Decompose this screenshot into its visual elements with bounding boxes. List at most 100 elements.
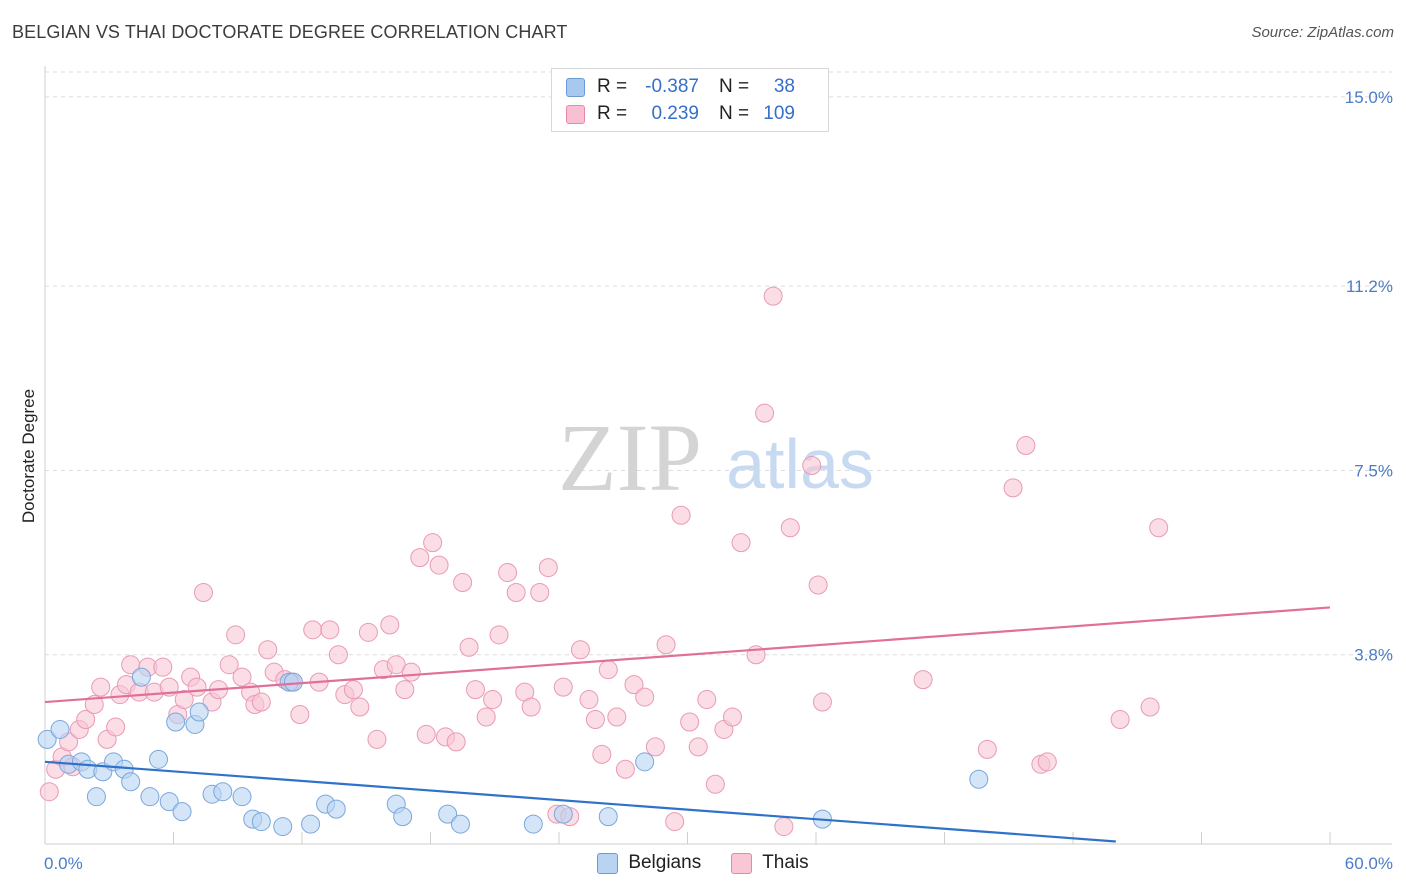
- thai-point: [476, 707, 496, 727]
- thai-point: [290, 705, 310, 725]
- watermark-zip: ZIP: [558, 404, 702, 511]
- thai-point: [1110, 709, 1130, 729]
- legend-r-label: R =: [597, 103, 628, 124]
- thai-point: [579, 690, 599, 710]
- thai-point: [553, 677, 573, 697]
- thai-point: [258, 640, 278, 660]
- thai-point: [446, 732, 466, 752]
- bottom-legend-swatch-belgians: [597, 852, 619, 874]
- belgian-point: [50, 719, 70, 739]
- belgian-point: [166, 712, 186, 732]
- thai-point: [1140, 697, 1160, 717]
- belgian-point: [326, 799, 346, 819]
- thai-point: [635, 687, 655, 707]
- legend-r-value: -0.387: [645, 76, 699, 97]
- thai-point: [187, 677, 207, 697]
- y-tick-label: 15.0%: [1345, 88, 1393, 107]
- thai-point: [585, 709, 605, 729]
- thai-point: [489, 625, 509, 645]
- thai-point: [84, 695, 104, 715]
- thai-point: [39, 782, 59, 802]
- thai-point: [153, 657, 173, 677]
- thai-point: [598, 660, 618, 680]
- thai-point: [688, 737, 708, 757]
- belgian-point: [213, 782, 233, 802]
- belgian-point: [86, 787, 106, 807]
- legend-n-value: 38: [773, 76, 795, 97]
- bottom-legend-belgians: Belgians: [597, 852, 701, 874]
- thai-point: [226, 625, 246, 645]
- thai-point: [592, 744, 612, 764]
- thai-point: [76, 709, 96, 729]
- belgian-point: [283, 672, 303, 692]
- thai-point: [453, 573, 473, 593]
- y-axis-label: Doctorate Degree: [19, 389, 38, 523]
- belgian-point: [273, 817, 293, 837]
- thai-point: [174, 690, 194, 710]
- thai-point: [774, 817, 794, 837]
- thai-point: [328, 645, 348, 665]
- belgian-point: [131, 667, 151, 687]
- thai-point: [680, 712, 700, 732]
- legend-swatch-belgians: [566, 77, 585, 97]
- thai-point: [763, 286, 783, 306]
- thai-point: [193, 582, 213, 602]
- axes: [44, 66, 1392, 845]
- bottom-legend: Belgians Thais: [0, 852, 1406, 874]
- thai-point: [705, 774, 725, 794]
- bottom-legend-label-thais: Thais: [762, 852, 809, 873]
- belgian-point: [232, 787, 252, 807]
- thai-point: [521, 697, 541, 717]
- thai-point: [1003, 478, 1023, 498]
- y-tick-label: 7.5%: [1354, 461, 1393, 480]
- thai-point: [251, 692, 271, 712]
- thai-point: [755, 403, 775, 423]
- thai-point: [1037, 752, 1057, 772]
- thai-point: [343, 680, 363, 700]
- belgian-point: [393, 807, 413, 827]
- thai-point: [656, 635, 676, 655]
- thai-point: [91, 677, 111, 697]
- tick-labels: 3.8% 7.5% 11.2% 15.0% 0.0% 60.0%: [44, 88, 1393, 873]
- watermark-atlas: atlas: [726, 425, 874, 503]
- belgian-point: [121, 772, 141, 792]
- thai-point: [465, 680, 485, 700]
- grid-lines: [45, 71, 1392, 656]
- chart-source: Source: ZipAtlas.com: [1251, 24, 1394, 41]
- legend-r-label: R =: [597, 76, 628, 97]
- legend: R = -0.387 N = 38 R = 0.239 N = 109: [551, 68, 829, 132]
- belgian-point: [450, 814, 470, 834]
- thai-point: [106, 717, 126, 737]
- thai-point: [303, 620, 323, 640]
- belgian-point: [598, 807, 618, 827]
- bottom-legend-label-belgians: Belgians: [628, 852, 702, 873]
- thai-point: [722, 707, 742, 727]
- belgian-point: [635, 752, 655, 772]
- thai-point: [380, 615, 400, 635]
- thai-point: [320, 620, 340, 640]
- thai-point: [506, 582, 526, 602]
- legend-n-label: N =: [719, 103, 750, 124]
- thai-point: [219, 655, 239, 675]
- thai-point: [358, 622, 378, 642]
- thai-point: [538, 558, 558, 578]
- thai-point: [386, 655, 406, 675]
- belgian-point: [969, 769, 989, 789]
- thai-point: [624, 675, 644, 695]
- thai-point: [459, 637, 479, 657]
- legend-row-thais: R = 0.239 N = 109: [566, 101, 795, 127]
- belgian-point: [523, 814, 543, 834]
- series-belgians: [37, 667, 989, 837]
- series-thais: [39, 286, 1169, 837]
- y-tick-label: 3.8%: [1354, 646, 1393, 665]
- thai-point: [498, 563, 518, 583]
- bottom-legend-thais: Thais: [731, 852, 809, 874]
- legend-n-label: N =: [719, 76, 750, 97]
- bottom-legend-swatch-thais: [731, 852, 753, 874]
- thai-point: [423, 533, 443, 553]
- trend-line-thais: [44, 606, 1331, 704]
- thai-point: [416, 724, 436, 744]
- thai-point: [1016, 436, 1036, 456]
- thai-point: [615, 759, 635, 779]
- x-tick-label: 60.0%: [1345, 854, 1393, 873]
